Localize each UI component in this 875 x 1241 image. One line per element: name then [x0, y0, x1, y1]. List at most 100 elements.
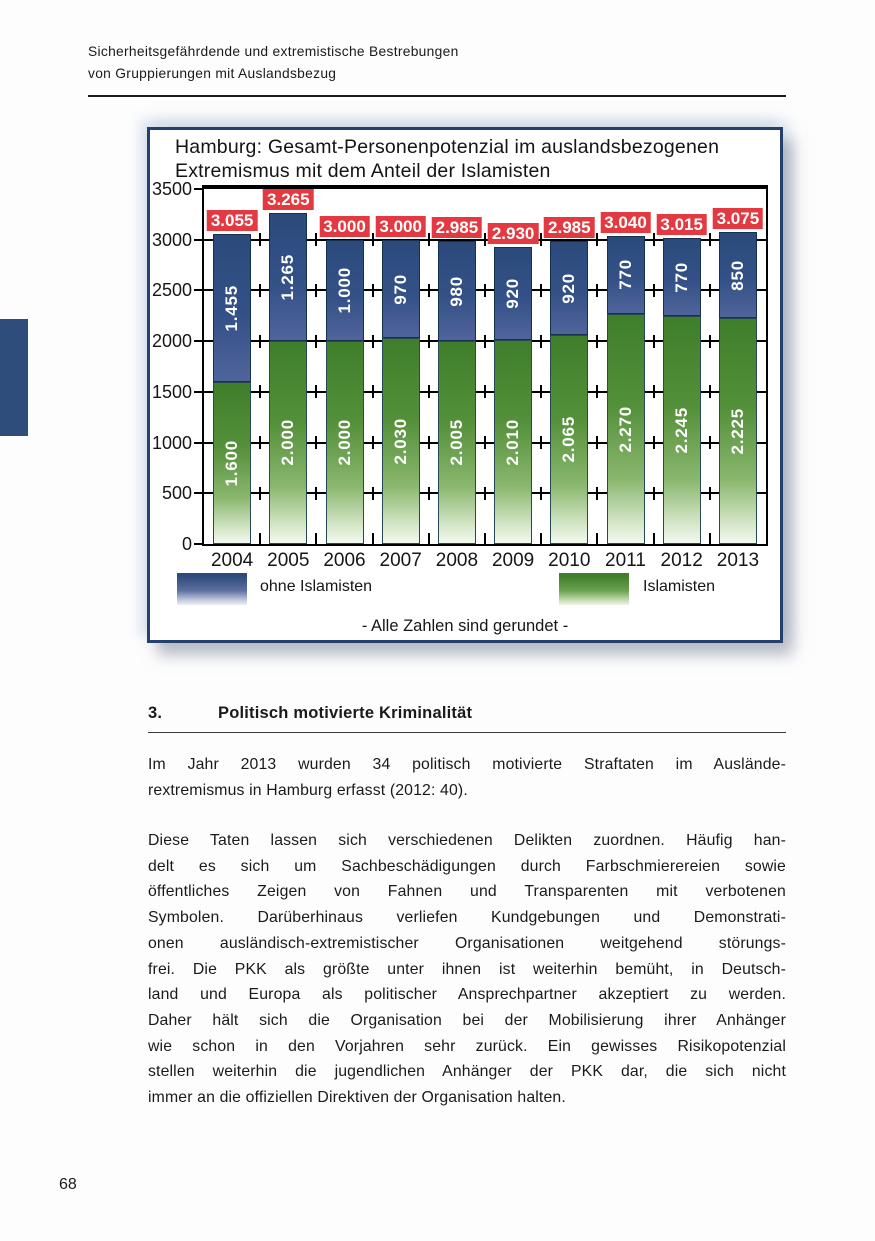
- x-tick-label: 2013: [716, 550, 760, 571]
- section-title: Politisch motivierte Kriminalität: [218, 704, 473, 722]
- bar-segment-islamisten: 2.030: [381, 338, 420, 544]
- bar-segment-ohne-islamisten: 1.455: [213, 234, 252, 382]
- category-tick: [540, 334, 543, 348]
- y-tick-label: 2500: [151, 280, 192, 301]
- bar-value-label: 2.245: [671, 406, 691, 454]
- bar-segment-islamisten: 2.225: [718, 318, 757, 544]
- category-tick: [596, 486, 599, 500]
- category-tick: [315, 436, 318, 450]
- legend-swatch-islamisten: [559, 573, 629, 605]
- bar-value-label: 2.065: [559, 416, 579, 463]
- header-rule: [88, 95, 786, 97]
- category-tick: [315, 533, 318, 544]
- category-tick: [259, 486, 262, 500]
- running-header: Sicherheitsgefährdende und extremistisch…: [88, 41, 459, 85]
- y-tick-label: 0: [181, 534, 192, 554]
- category-tick: [708, 233, 711, 247]
- text-line: rextremismus in Hamburg erfasst (2012: 4…: [148, 781, 468, 799]
- category-tick: [371, 486, 374, 500]
- bar-segment-ohne-islamisten: 920: [550, 241, 589, 335]
- category-tick: [652, 486, 655, 500]
- total-value-label: 3.265: [263, 188, 314, 210]
- x-tick-label: 2007: [379, 550, 422, 571]
- category-tick: [708, 334, 711, 348]
- bar-column: 2.225 850 3.075: [712, 189, 764, 544]
- text-line: Symbolen. Darüberhinaus verliefen Kundge…: [148, 909, 786, 927]
- total-value-label: 2.985: [431, 217, 483, 239]
- category-tick: [315, 334, 318, 348]
- bar-column: 2.065 920 2.985: [544, 189, 595, 544]
- bar-value-label: 920: [503, 278, 523, 309]
- section-number: 3.: [148, 704, 163, 722]
- running-header-line2: von Gruppierungen mit Auslandsbezug: [88, 66, 337, 81]
- bar-value-label: 1.600: [222, 439, 242, 487]
- category-tick: [484, 533, 486, 544]
- category-tick: [540, 283, 543, 297]
- category-tick: [427, 486, 430, 500]
- bar-segment-islamisten: 1.600: [213, 381, 252, 544]
- chart-title-line1: Hamburg: Gesamt-Personenpotenzial im aus…: [175, 136, 720, 158]
- section-heading: 3. Politisch motivierte Kriminalität: [148, 704, 786, 733]
- y-tick-label: 1000: [151, 432, 192, 453]
- bar-value-label: 2.270: [615, 405, 635, 453]
- legend-label-islamisten: Islamisten: [643, 578, 716, 595]
- bar-segment-ohne-islamisten: 850: [718, 232, 757, 319]
- category-tick: [259, 385, 262, 399]
- category-tick: [708, 385, 711, 399]
- text-line: Diese Taten lassen sich verschiedenen De…: [148, 832, 786, 849]
- category-tick: [427, 436, 430, 450]
- bar-segment-islamisten: 2.000: [269, 341, 308, 544]
- total-value-label: 3.000: [319, 215, 370, 237]
- category-tick: [708, 486, 711, 500]
- bar-column: 2.030 970 3.000: [375, 189, 426, 544]
- category-tick: [259, 334, 262, 348]
- text-line: öffentliches Zeigen von Fahnen und Trans…: [148, 883, 786, 901]
- x-tick-label: 2004: [210, 550, 254, 571]
- category-tick: [652, 334, 655, 348]
- category-tick: [540, 533, 543, 544]
- bar-column: 1.600 1.455 3.055: [206, 189, 258, 544]
- y-tick-label: 2000: [151, 331, 192, 352]
- category-tick: [315, 385, 318, 399]
- category-tick: [540, 436, 543, 450]
- bar-segment-ohne-islamisten: 970: [381, 239, 420, 339]
- total-value-label: 2.930: [487, 222, 539, 244]
- category-tick: [652, 233, 655, 247]
- category-tick: [371, 533, 374, 544]
- category-tick: [315, 283, 318, 297]
- bar-segment-ohne-islamisten: 770: [662, 238, 701, 317]
- total-value-label: 3.000: [375, 215, 426, 237]
- y-axis-tick: [194, 188, 202, 190]
- category-tick: [427, 283, 430, 297]
- y-axis-tick: [194, 340, 202, 343]
- bar-value-label: 2.000: [278, 419, 298, 466]
- x-tick-label: 2012: [660, 550, 703, 571]
- category-tick: [371, 233, 374, 247]
- chapter-side-tab: [0, 319, 28, 436]
- legend-label-ohne-islamisten: ohne Islamisten: [260, 578, 373, 595]
- bar-value-label: 1.455: [222, 284, 242, 332]
- bar-value-label: 770: [615, 259, 635, 291]
- y-tick-label: 1500: [151, 381, 192, 402]
- text-line: onen ausländisch-extremistischer Organis…: [148, 934, 786, 952]
- y-axis-tick: [194, 492, 202, 495]
- category-tick: [427, 334, 430, 348]
- category-tick: [596, 334, 599, 348]
- x-axis: 2004 2005 2006 2007 2008 2009 2010 2011 2012 2013: [204, 550, 766, 574]
- category-tick: [484, 233, 486, 247]
- category-tick: [652, 385, 655, 399]
- bar-column: 2.245 770 3.015: [656, 189, 707, 544]
- category-tick: [596, 233, 599, 247]
- bar-value-label: 2.000: [334, 419, 354, 466]
- category-tick: [652, 436, 655, 450]
- y-axis-tick: [194, 543, 202, 545]
- bar-value-label: 2.010: [503, 418, 523, 466]
- category-tick: [708, 533, 711, 544]
- category-tick: [427, 233, 430, 247]
- bar-value-label: 1.000: [334, 267, 354, 314]
- bar-segment-islamisten: 2.270: [606, 313, 645, 544]
- category-tick: [652, 283, 655, 297]
- x-tick-label: 2008: [435, 550, 479, 571]
- chart-title-line2: Extremismus mit dem Anteil der Islamiste…: [175, 160, 551, 182]
